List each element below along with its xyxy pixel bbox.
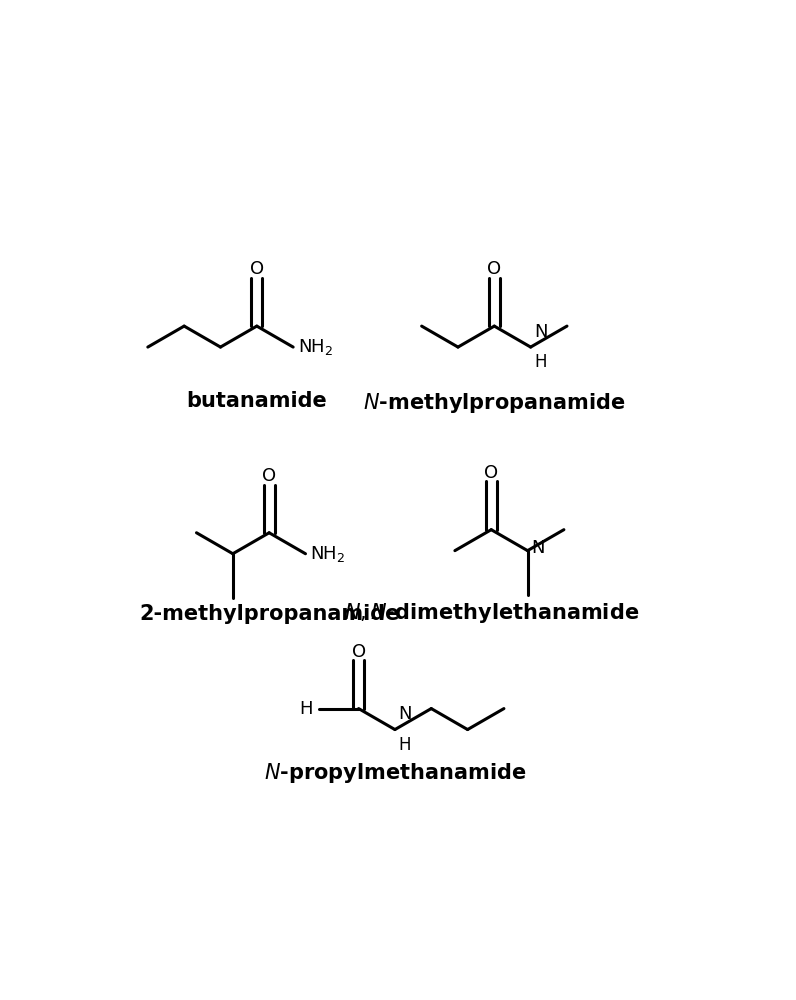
Text: N: N bbox=[398, 705, 412, 723]
Text: O: O bbox=[352, 643, 365, 661]
Text: O: O bbox=[262, 467, 276, 485]
Text: butanamide: butanamide bbox=[186, 391, 327, 411]
Text: $\mathit{N,N}$-dimethylethanamide: $\mathit{N,N}$-dimethylethanamide bbox=[344, 601, 639, 625]
Text: $\mathit{N}$-methylpropanamide: $\mathit{N}$-methylpropanamide bbox=[363, 391, 626, 415]
Text: O: O bbox=[484, 464, 498, 482]
Text: O: O bbox=[250, 260, 263, 278]
Text: O: O bbox=[487, 260, 501, 278]
Text: 2-methylpropanamide: 2-methylpropanamide bbox=[139, 604, 400, 624]
Text: N: N bbox=[531, 539, 544, 557]
Text: H: H bbox=[299, 700, 313, 718]
Text: $\mathit{N}$-propylmethanamide: $\mathit{N}$-propylmethanamide bbox=[264, 761, 527, 785]
Text: NH$_2$: NH$_2$ bbox=[310, 544, 345, 564]
Text: NH$_2$: NH$_2$ bbox=[298, 337, 334, 357]
Text: H: H bbox=[534, 353, 547, 371]
Text: N: N bbox=[534, 323, 548, 341]
Text: H: H bbox=[398, 736, 411, 754]
